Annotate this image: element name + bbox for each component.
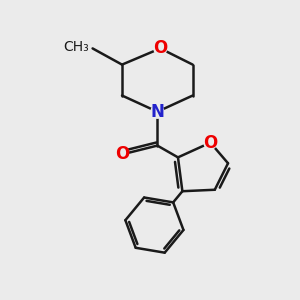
Text: O: O	[203, 134, 218, 152]
Text: O: O	[115, 146, 129, 164]
Circle shape	[154, 42, 167, 55]
Circle shape	[204, 136, 217, 149]
Circle shape	[151, 105, 164, 118]
Circle shape	[116, 148, 128, 161]
Text: N: N	[150, 103, 164, 121]
Text: CH₃: CH₃	[63, 40, 89, 54]
Text: O: O	[153, 39, 167, 57]
